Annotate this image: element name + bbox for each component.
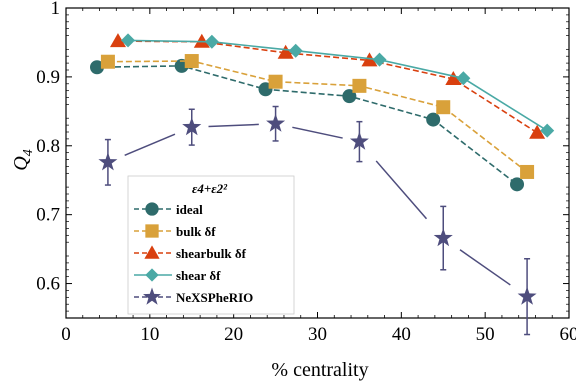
svg-text:Q4: Q4 (10, 149, 36, 170)
data-point-square (436, 100, 451, 115)
legend-marker-circle (145, 202, 159, 216)
data-point-square (352, 78, 367, 93)
legend-marker-triangle (144, 245, 160, 259)
series-line-segment (124, 133, 176, 156)
series-layer (90, 33, 555, 336)
x-tick-label: 0 (61, 324, 71, 345)
x-tick-label: 40 (392, 324, 411, 345)
data-point-diamond (204, 34, 219, 49)
series-shear-f (121, 33, 555, 138)
data-point-diamond (540, 123, 555, 138)
legend-marker-square (145, 224, 159, 238)
y-tick-label: 1 (51, 0, 61, 19)
legend-label: shearbulk δf (176, 246, 247, 261)
legend-label: ideal (176, 202, 203, 217)
data-point-star (266, 113, 286, 132)
legend-marker-star (143, 287, 161, 305)
series-line (96, 65, 518, 186)
legend-title: ε4+ε2² (192, 181, 228, 196)
x-tick-label: 50 (476, 324, 495, 345)
data-point-star (433, 228, 453, 247)
y-axis-title: Q4 (10, 149, 36, 170)
x-tick-label: 10 (140, 324, 159, 345)
data-point-star (98, 152, 118, 171)
data-point-star (517, 286, 537, 305)
y-tick-label: 0.7 (36, 205, 60, 226)
series-line (107, 60, 528, 173)
series-bulk-f (100, 54, 535, 179)
y-tick-label: 0.6 (36, 274, 60, 295)
data-point-triangle (529, 124, 546, 139)
data-point-circle (426, 112, 441, 127)
series-line-segment (375, 160, 428, 220)
data-point-star (182, 117, 202, 136)
series-line-segment (459, 249, 511, 286)
data-point-star (349, 131, 369, 150)
series-nexspherio (98, 105, 537, 336)
legend-box (127, 175, 295, 315)
data-point-circle (510, 177, 525, 192)
data-point-square (100, 54, 115, 69)
x-axis-title: % centrality (271, 359, 368, 381)
x-tick-label: 30 (308, 324, 327, 345)
series-line-segment (292, 126, 343, 139)
data-point-diamond (372, 52, 387, 67)
series-line (127, 39, 548, 132)
legend-marker-diamond (145, 268, 159, 282)
data-point-triangle (277, 44, 294, 59)
series-shearbulk-f (109, 33, 546, 139)
y-axis-title-main: Q (10, 156, 32, 171)
y-tick-label: 0.9 (36, 67, 60, 88)
series-line (117, 40, 538, 134)
legend-label: bulk δf (176, 224, 216, 239)
data-point-circle (90, 60, 105, 75)
y-tick-label: 0.8 (36, 136, 60, 157)
y-axis-title-subscript: 4 (21, 149, 36, 156)
axis-layer: 0 10 20 30 40 50 60 0.6 0.7 0.8 0.9 1 (36, 0, 576, 345)
data-point-diamond (288, 43, 303, 58)
data-point-triangle (193, 33, 210, 48)
data-point-triangle (109, 33, 126, 48)
series-line-segment (208, 123, 259, 128)
data-point-triangle (445, 70, 462, 85)
x-tick-label: 60 (560, 324, 576, 345)
data-point-diamond (121, 33, 136, 48)
data-point-square (520, 164, 535, 179)
legend: ε4+ε2² ideal bulk δf shearbulk δf shear δf N… (127, 175, 295, 315)
data-point-diamond (456, 71, 471, 86)
x-tick-label: 20 (224, 324, 243, 345)
legend-label: shear δf (176, 268, 221, 283)
legend-label: NeXSPheRIO (176, 290, 253, 305)
data-point-square (184, 54, 199, 69)
data-point-square (268, 74, 283, 89)
